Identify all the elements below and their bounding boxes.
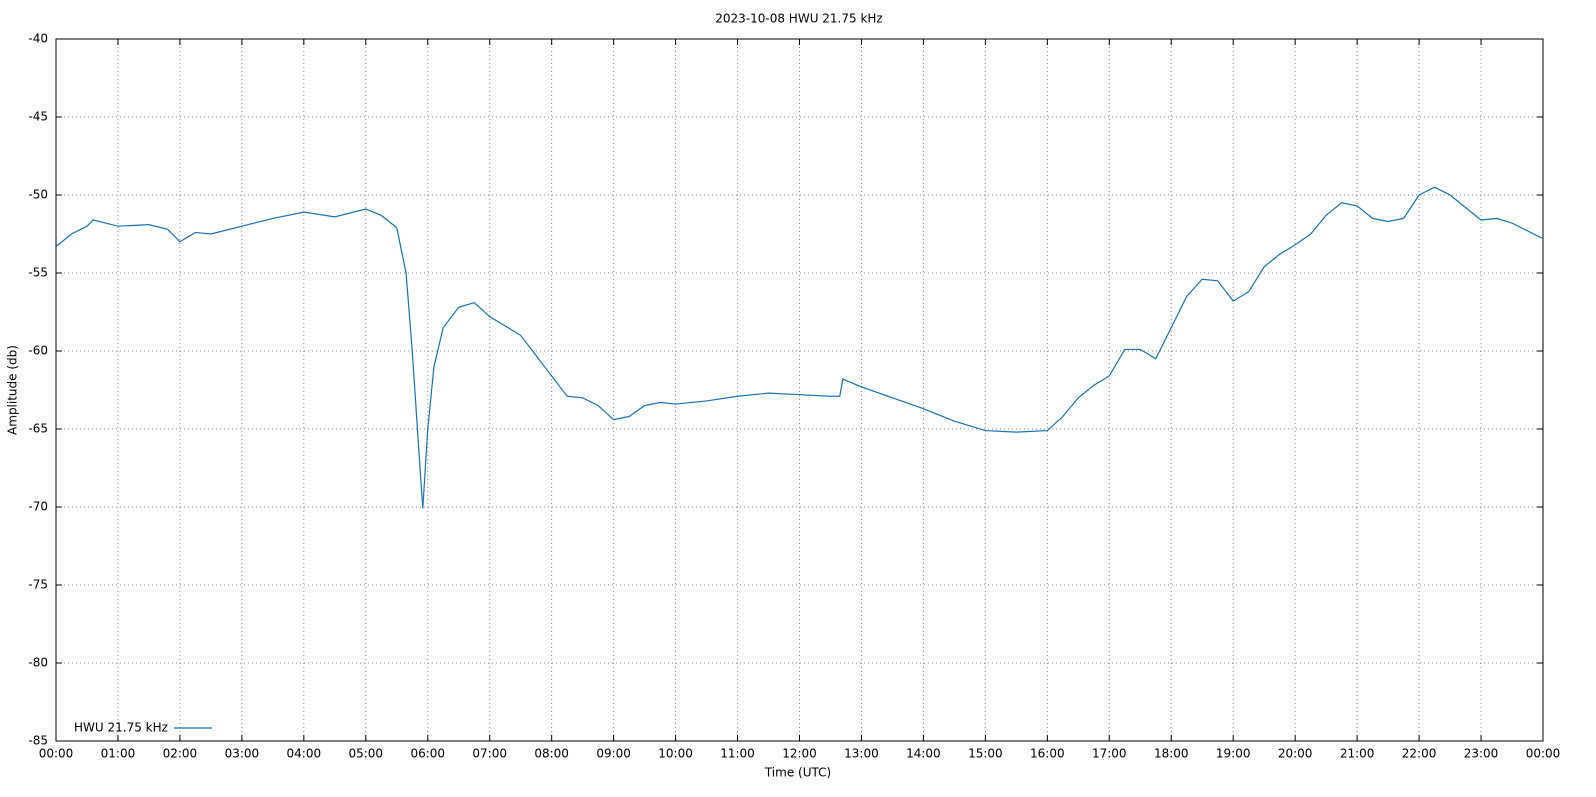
x-tick-label: 01:00 (101, 747, 136, 761)
x-axis-label: Time (UTC) (764, 766, 831, 780)
x-tick-label: 19:00 (1216, 747, 1251, 761)
y-tick-label: -55 (28, 266, 48, 280)
x-tick-label: 07:00 (472, 747, 507, 761)
y-axis-label: Amplitude (db) (6, 345, 20, 435)
data-line (55, 186, 1544, 509)
y-tick-label: -80 (28, 656, 48, 670)
x-tick-label: 16:00 (1030, 747, 1065, 761)
x-tick-label: 23:00 (1464, 747, 1499, 761)
y-tick-label: -40 (28, 32, 48, 46)
x-tick-label: 00:00 (1526, 747, 1561, 761)
x-tick-label: 10:00 (658, 747, 693, 761)
x-tick-label: 04:00 (287, 747, 322, 761)
y-tick-label: -45 (28, 110, 48, 124)
plot-frame (55, 38, 1544, 742)
x-tick-label: 14:00 (906, 747, 941, 761)
x-tick-label: 13:00 (844, 747, 879, 761)
y-tick-label: -75 (28, 578, 48, 592)
x-tick-label: 20:00 (1278, 747, 1313, 761)
y-tick-label: -85 (28, 734, 48, 748)
x-tick-label: 15:00 (968, 747, 1003, 761)
x-tick-label: 12:00 (782, 747, 817, 761)
x-tick-label: 22:00 (1402, 747, 1437, 761)
y-tick-label: -60 (28, 344, 48, 358)
y-tick-label: -70 (28, 500, 48, 514)
y-tick-label: -65 (28, 422, 48, 436)
chart-title: 2023-10-08 HWU 21.75 kHz (715, 12, 882, 26)
x-tick-label: 08:00 (534, 747, 569, 761)
x-tick-label: 18:00 (1154, 747, 1189, 761)
y-tick-label: -50 (28, 188, 48, 202)
x-tick-label: 03:00 (225, 747, 260, 761)
x-tick-label: 17:00 (1092, 747, 1127, 761)
x-tick-label: 11:00 (720, 747, 755, 761)
x-tick-label: 21:00 (1340, 747, 1375, 761)
x-tick-label: 02:00 (163, 747, 198, 761)
legend-label: HWU 21.75 kHz (74, 721, 168, 735)
x-tick-label: 00:00 (39, 747, 74, 761)
x-tick-label: 09:00 (596, 747, 631, 761)
x-tick-label: 06:00 (410, 747, 445, 761)
x-tick-label: 05:00 (348, 747, 383, 761)
